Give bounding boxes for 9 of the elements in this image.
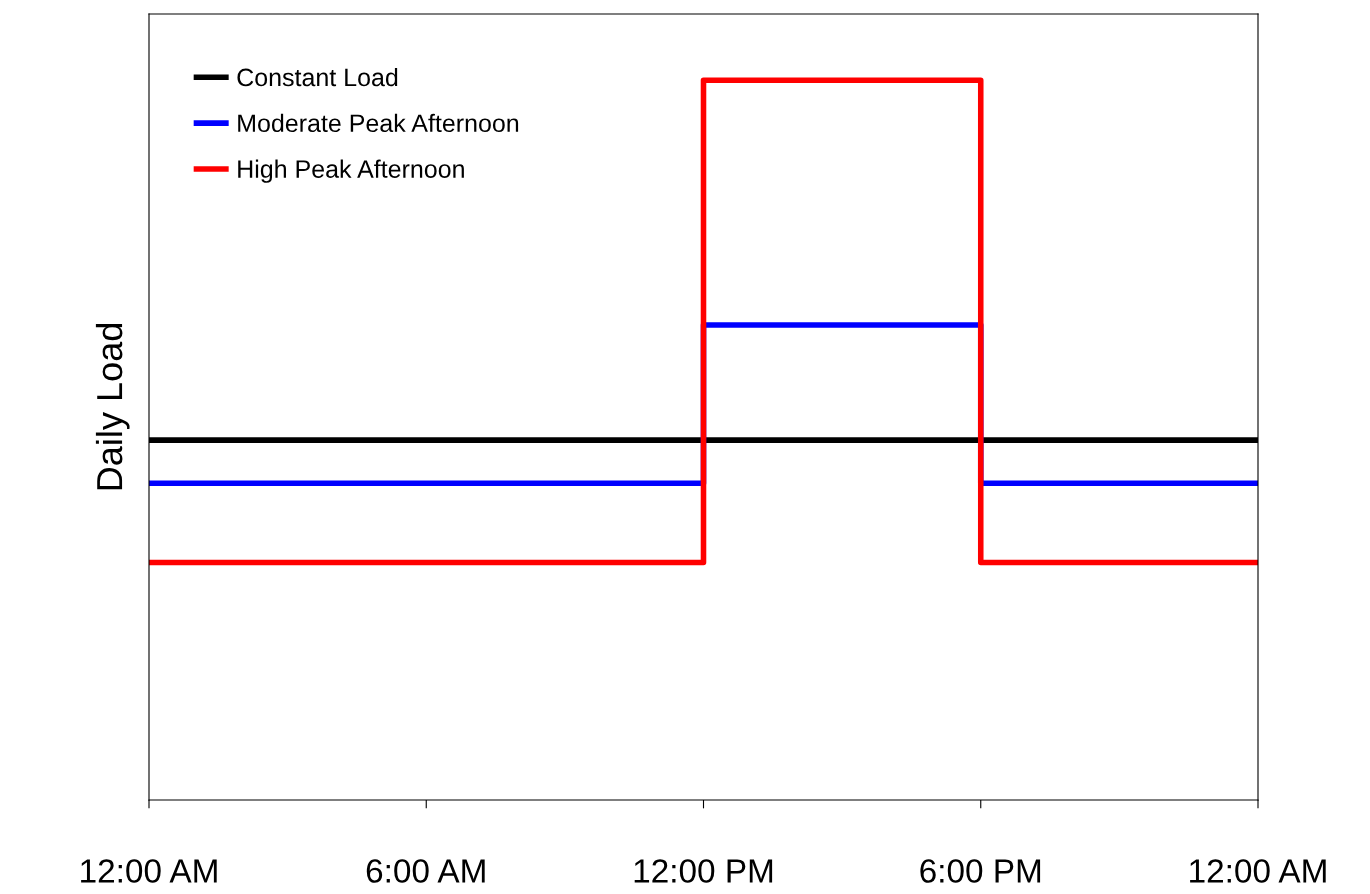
legend-label: Constant Load <box>237 67 398 87</box>
x-tick-label: 12:00 AM <box>1190 859 1326 883</box>
x-tick-label: 12:00 PM <box>634 859 773 883</box>
x-tick-label: 6:00 PM <box>920 859 1041 883</box>
x-tick-label: 6:00 AM <box>366 859 485 883</box>
x-tick-label: 12:00 AM <box>81 859 217 883</box>
legend-label: Moderate Peak Afternoon <box>238 113 519 133</box>
y-axis-title: Daily Load <box>95 324 130 490</box>
legend-label: High Peak Afternoon <box>238 159 464 183</box>
